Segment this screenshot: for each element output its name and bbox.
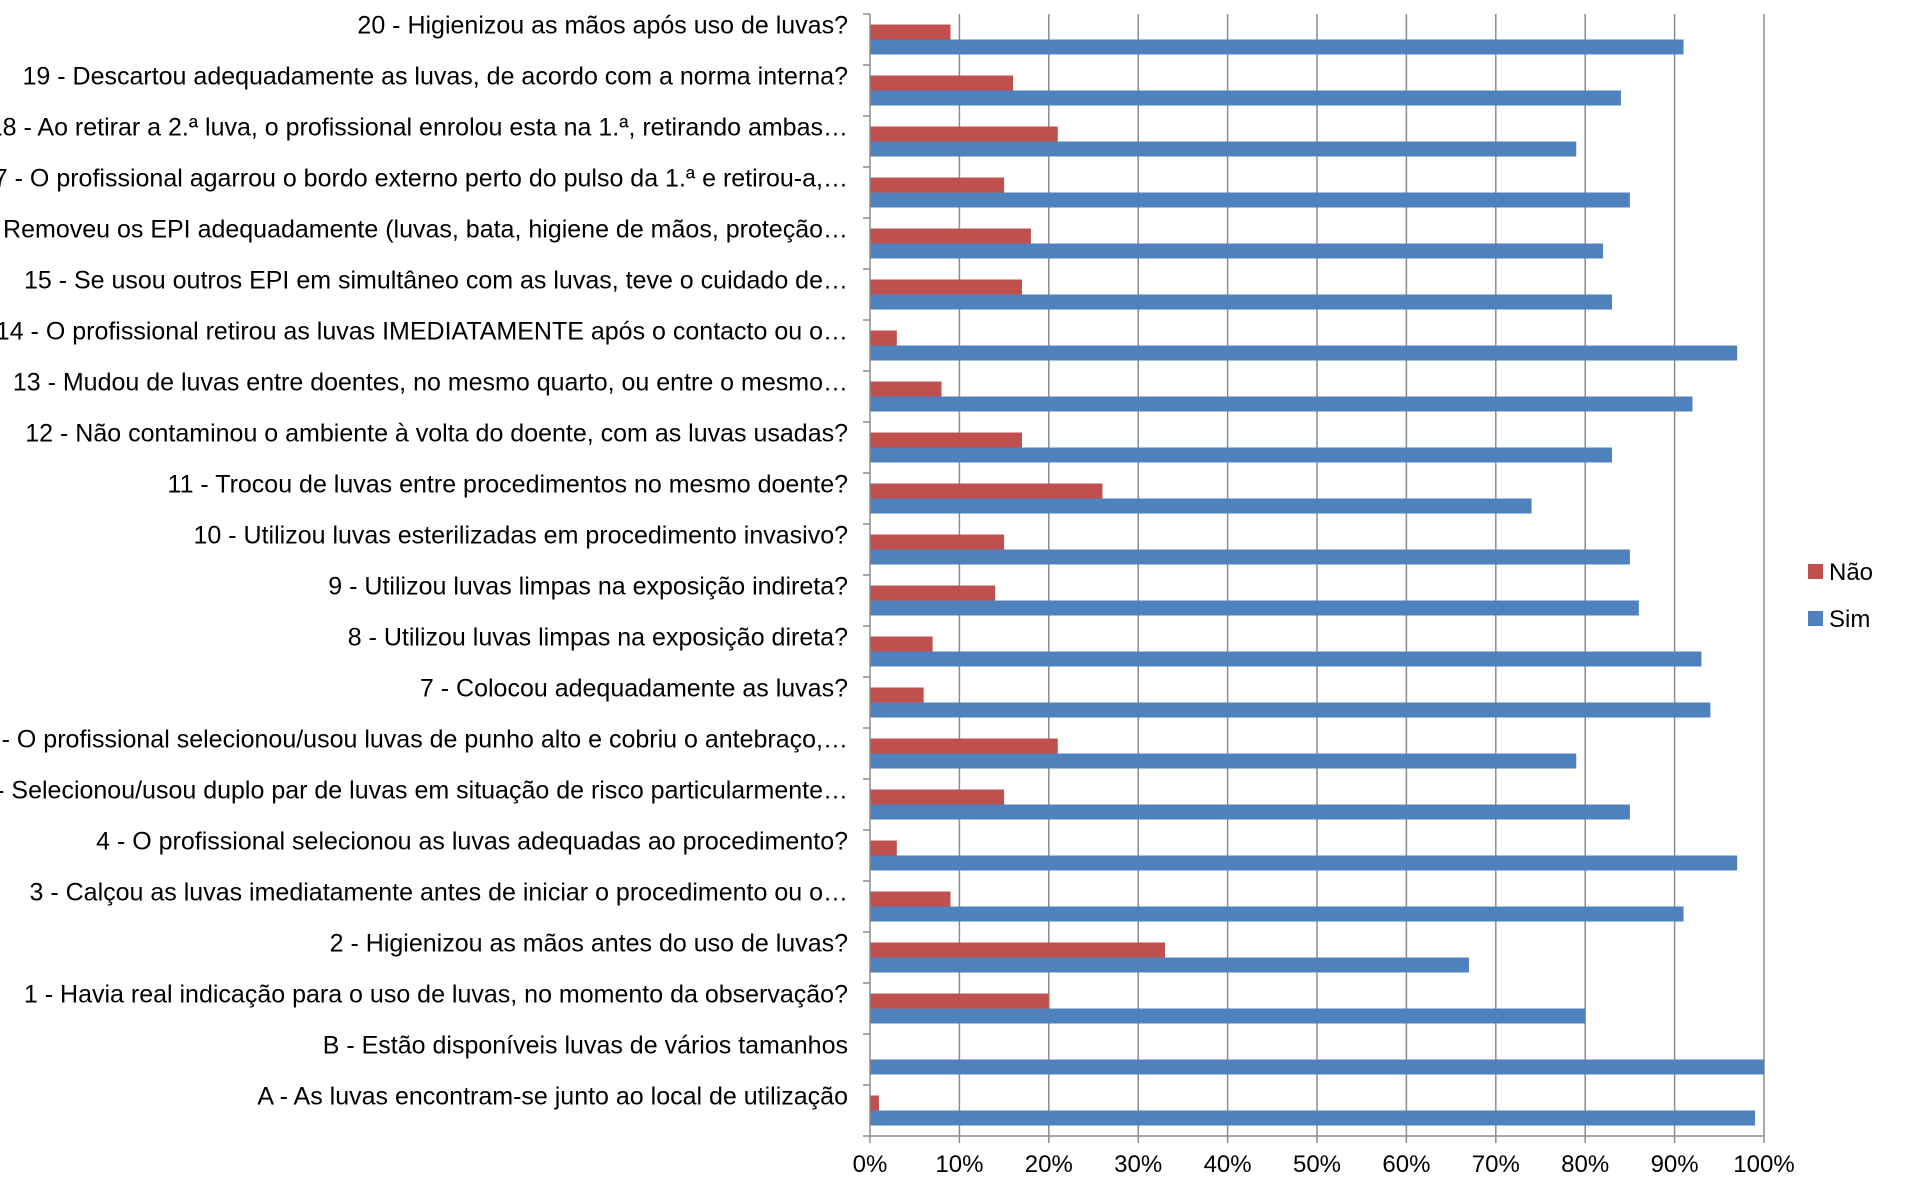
bar-sim <box>870 294 1613 310</box>
bar-nao <box>870 534 1005 550</box>
bar-sim <box>870 498 1532 514</box>
legend-label: Não <box>1829 559 1873 586</box>
bar-sim <box>870 549 1630 565</box>
bar-sim <box>870 804 1630 820</box>
x-tick-label: 0% <box>853 1151 888 1178</box>
x-tick-label: 80% <box>1561 1151 1609 1178</box>
bar-sim <box>870 396 1693 412</box>
bar-nao <box>870 789 1005 805</box>
category-label: A - As luvas encontram-se junto ao local… <box>257 1083 848 1111</box>
bars <box>870 24 1764 1126</box>
bar-nao <box>870 891 951 907</box>
category-label: 13 - Mudou de luvas entre doentes, no me… <box>13 369 848 397</box>
bar-sim <box>870 192 1630 208</box>
bar-nao <box>870 432 1022 448</box>
category-label: 20 - Higienizou as mãos após uso de luva… <box>357 12 848 40</box>
category-label: 4 - O profissional selecionou as luvas a… <box>96 828 848 856</box>
legend: Não Sim <box>1808 559 1873 633</box>
category-label: 15 - Se usou outros EPI em simultâneo co… <box>24 267 848 295</box>
bar-nao <box>870 1095 879 1111</box>
legend-label: Sim <box>1829 606 1870 633</box>
bar-nao <box>870 738 1058 754</box>
category-label: 10 - Utilizou luvas esterilizadas em pro… <box>194 522 848 550</box>
bar-sim <box>870 702 1711 718</box>
bar-nao <box>870 636 933 652</box>
bar-nao <box>870 942 1166 958</box>
x-tick-label: 60% <box>1382 1151 1430 1178</box>
category-label: 12 - Não contaminou o ambiente à volta d… <box>25 420 848 448</box>
bar-sim <box>870 957 1469 973</box>
category-label: 3 - Calçou as luvas imediatamente antes … <box>30 879 849 907</box>
bar-sim <box>870 855 1738 871</box>
category-labels: 20 - Higienizou as mãos após uso de luva… <box>0 12 848 1111</box>
x-tick-label: 30% <box>1114 1151 1162 1178</box>
x-tick-label: 100% <box>1733 1151 1794 1178</box>
category-label: 7 - Colocou adequadamente as luvas? <box>420 675 848 703</box>
category-label: 6 - O profissional selecionou/usou luvas… <box>0 726 848 754</box>
category-label: 2 - Higienizou as mãos antes do uso de l… <box>330 930 848 958</box>
bar-sim <box>870 345 1738 361</box>
x-tick-labels: 0% 10% 20% 30% 40% 50% 60% 70% 80% 90% 100% <box>853 1151 1795 1178</box>
bar-sim <box>870 1008 1586 1024</box>
x-tick-label: 20% <box>1025 1151 1073 1178</box>
axes <box>863 13 1765 1143</box>
bar-sim <box>870 90 1621 106</box>
x-tick-label: 10% <box>935 1151 983 1178</box>
legend-swatch <box>1808 564 1823 579</box>
category-label: 8 - Utilizou luvas limpas na exposição d… <box>348 624 848 652</box>
category-label: 16 - Removeu os EPI adequadamente (luvas… <box>0 216 848 244</box>
category-label: 11 - Trocou de luvas entre procedimentos… <box>168 471 848 499</box>
bar-sim <box>870 906 1684 922</box>
bar-sim <box>870 141 1577 157</box>
bar-nao <box>870 24 951 40</box>
bar-sim <box>870 1110 1756 1126</box>
category-label: 9 - Utilizou luvas limpas na exposição i… <box>328 573 848 601</box>
category-label: 17 - O profissional agarrou o bordo exte… <box>0 165 848 193</box>
category-label: B - Estão disponíveis luvas de vários ta… <box>323 1032 848 1060</box>
bar-nao <box>870 279 1022 295</box>
bar-nao <box>870 381 942 397</box>
bar-nao <box>870 330 897 346</box>
bar-nao <box>870 993 1049 1009</box>
bar-sim <box>870 243 1604 259</box>
category-label: 19 - Descartou adequadamente as luvas, d… <box>23 63 849 91</box>
bar-sim <box>870 753 1577 769</box>
bar-nao <box>870 840 897 856</box>
category-label: 18 - Ao retirar a 2.ª luva, o profission… <box>0 114 848 142</box>
x-tick-label: 70% <box>1472 1151 1520 1178</box>
bar-sim <box>870 600 1639 616</box>
bar-sim <box>870 447 1613 463</box>
bar-nao <box>870 228 1031 244</box>
x-tick-label: 90% <box>1651 1151 1699 1178</box>
bar-sim <box>870 651 1702 667</box>
x-tick-label: 40% <box>1204 1151 1252 1178</box>
bar-sim <box>870 39 1684 55</box>
bar-nao <box>870 585 996 601</box>
x-tick-label: 50% <box>1293 1151 1341 1178</box>
category-label: 5 - Selecionou/usou duplo par de luvas e… <box>0 777 848 805</box>
bar-sim <box>870 1059 1764 1075</box>
category-label: 1 - Havia real indicação para o uso de l… <box>24 981 848 1009</box>
bar-nao <box>870 687 924 703</box>
bar-nao <box>870 126 1058 142</box>
bar-nao <box>870 483 1103 499</box>
legend-swatch <box>1808 611 1823 626</box>
bar-nao <box>870 75 1014 91</box>
category-label: 14 - O profissional retirou as luvas IME… <box>0 318 848 346</box>
bar-nao <box>870 177 1005 193</box>
